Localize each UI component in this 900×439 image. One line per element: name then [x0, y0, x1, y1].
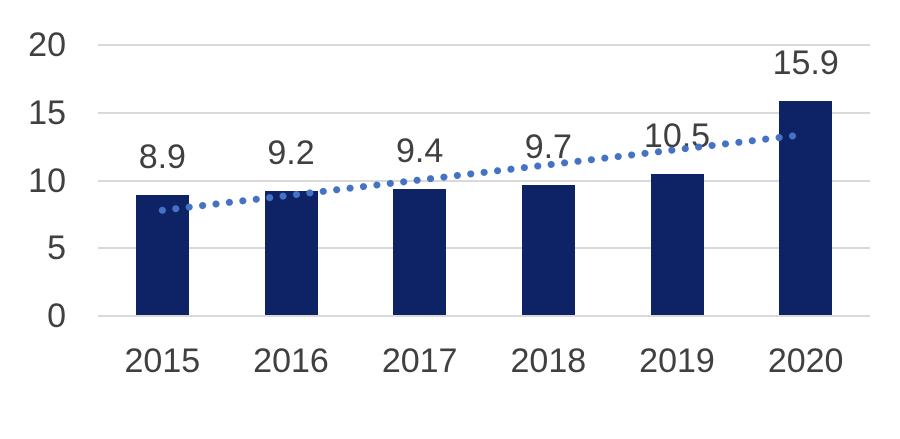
bar-value-label: 10.5: [643, 116, 711, 155]
bar-2020: [779, 100, 833, 315]
x-axis-tick-label: 2017: [381, 342, 458, 380]
y-axis-tick-label: 20: [28, 26, 66, 64]
bar-value-label: 15.9: [772, 43, 839, 82]
gridline-y-15: [98, 111, 870, 114]
x-axis-tick-label: 2015: [124, 342, 201, 380]
x-axis-tick-label: 2018: [510, 342, 587, 380]
y-axis-tick-label: 15: [28, 93, 66, 132]
bar-2017: [393, 188, 447, 315]
bar-2019: [650, 173, 704, 315]
x-axis-tick-label: 2020: [767, 342, 844, 380]
bar-value-label: 9.7: [524, 127, 572, 166]
x-axis-tick-label: 2019: [639, 342, 715, 380]
gridline-y-20: [98, 44, 870, 46]
y-axis-tick-label: 10: [28, 161, 66, 200]
bar-value-label: 8.9: [138, 138, 186, 177]
y-axis-tick-label: 5: [47, 229, 66, 268]
gridline-y-10: [98, 179, 870, 182]
gridline-y-5: [98, 247, 870, 250]
bar-value-label: 9.2: [267, 134, 315, 173]
bar-2018: [521, 184, 575, 315]
y-axis-tick-label: 0: [47, 297, 66, 335]
bar-2016: [264, 191, 318, 315]
gridline-y-0: [98, 315, 870, 317]
bar-value-label: 9.4: [396, 131, 444, 170]
x-axis-tick-label: 2016: [253, 342, 329, 380]
bar-2015: [135, 195, 189, 315]
